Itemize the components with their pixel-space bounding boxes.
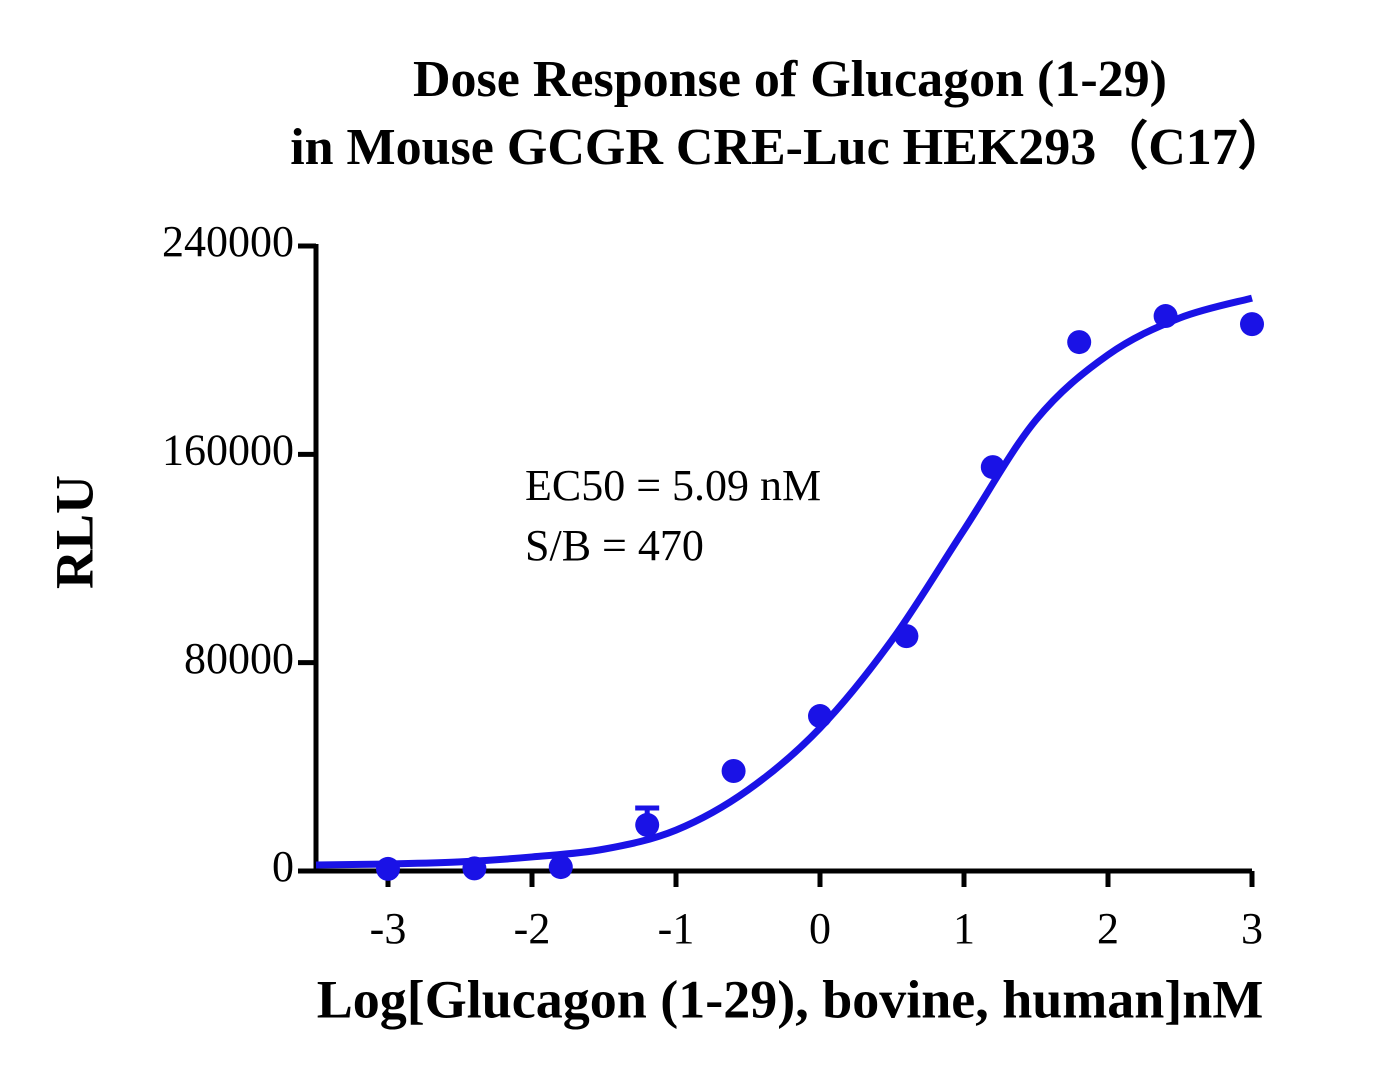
data-point — [1153, 304, 1178, 329]
data-point — [1067, 330, 1092, 355]
chart-title: in Mouse GCGR CRE-Luc HEK293（C17） — [290, 118, 1290, 176]
data-point — [1240, 312, 1264, 337]
fit-curve — [315, 294, 1253, 869]
x-tick-label: 0 — [809, 904, 831, 953]
x-tick-label: -2 — [514, 904, 551, 953]
x-axis-label: Log[Glucagon (1-29), bovine, human]nM — [317, 969, 1264, 1029]
annotation: EC50 = 5.09 nM — [525, 461, 821, 510]
data-point — [462, 856, 487, 881]
data-point — [980, 455, 1005, 480]
annotation: S/B = 470 — [525, 521, 704, 570]
x-tick-label: 2 — [1097, 904, 1119, 953]
x-tick-label: 3 — [1241, 904, 1263, 953]
chart-title: Dose Response of Glucagon (1-29) — [413, 51, 1167, 108]
data-point — [376, 856, 400, 881]
data-point — [635, 812, 660, 837]
data-point — [894, 624, 919, 649]
data-point — [721, 759, 746, 783]
data-point — [548, 855, 573, 880]
data-point — [808, 704, 832, 729]
x-tick-label: 1 — [953, 904, 975, 953]
y-tick-label: 240000 — [162, 217, 294, 266]
x-tick-label: -1 — [658, 904, 695, 953]
y-tick-label: 80000 — [184, 634, 294, 683]
y-tick-label: 160000 — [162, 425, 294, 474]
x-tick-label: -3 — [370, 904, 407, 953]
y-axis-label: RLU — [44, 475, 104, 589]
y-tick-label: 0 — [272, 842, 294, 891]
